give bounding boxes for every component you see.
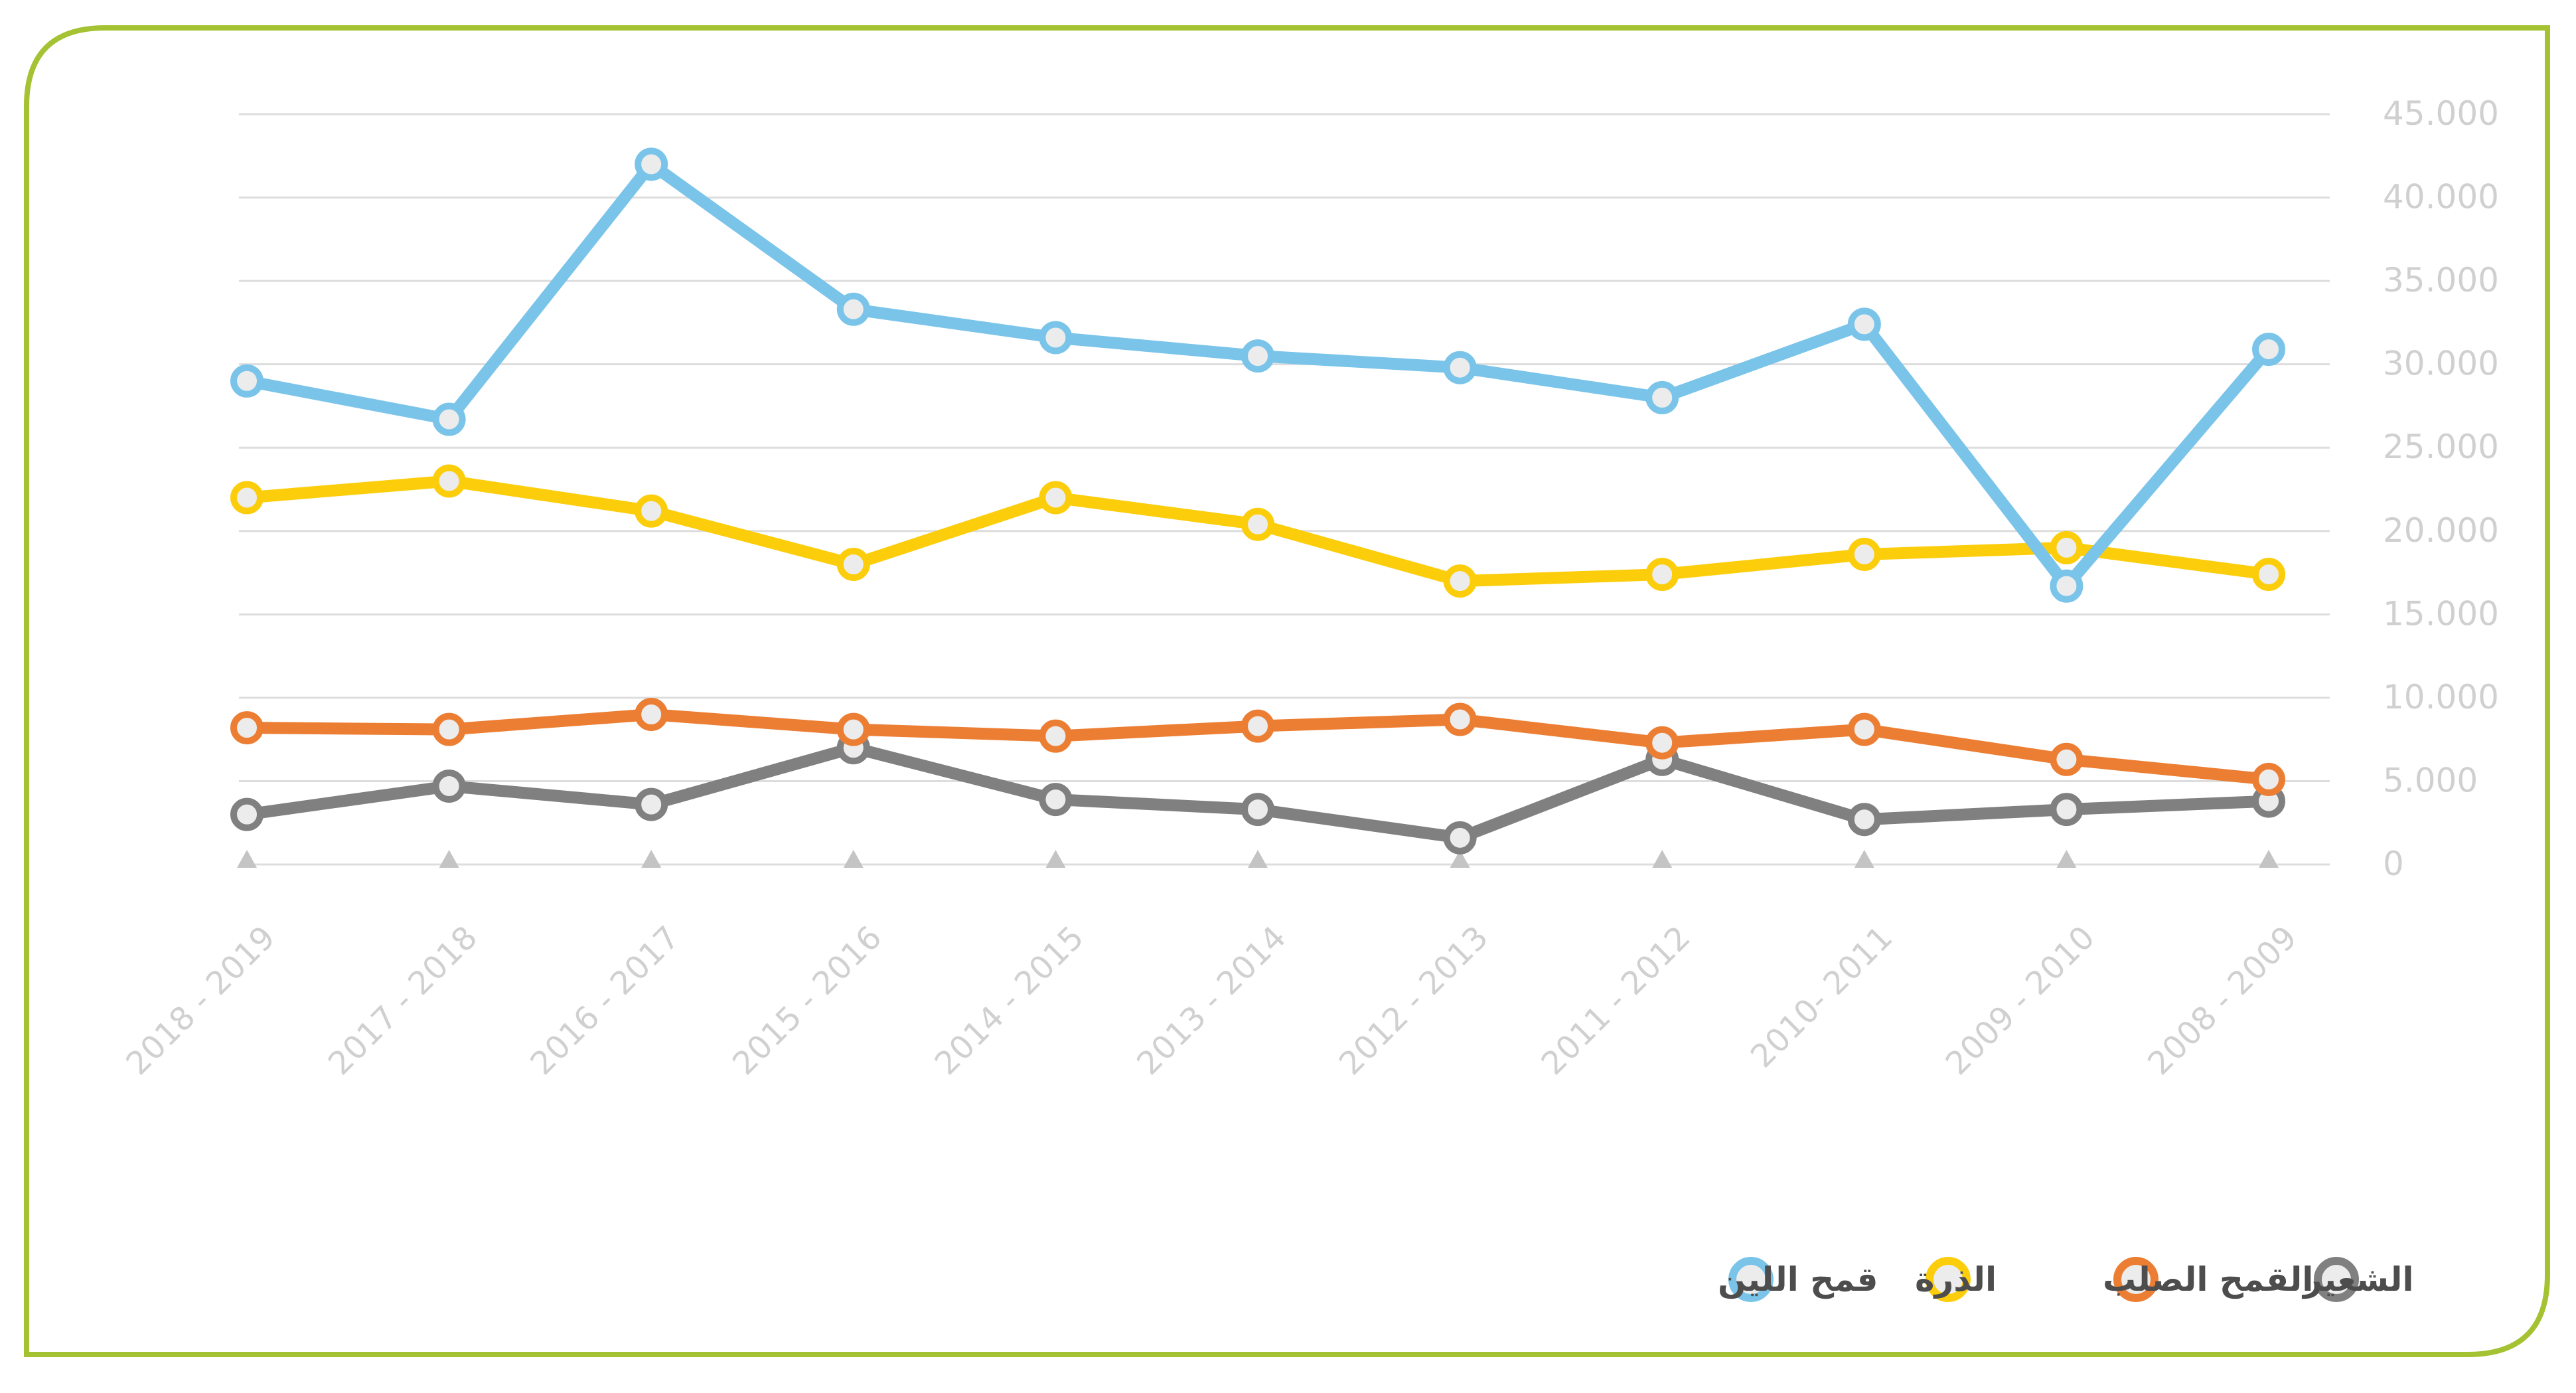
- data-point: [1443, 564, 1477, 598]
- data-point: [1039, 321, 1073, 355]
- x-axis-tick-labels: 2018 - 2019 2017 - 2018 2016 - 2017 2015 - …: [119, 919, 2304, 1082]
- data-point: [2050, 742, 2084, 776]
- legend-label: الشعير: [2301, 1260, 2414, 1299]
- data-point: [1241, 793, 1274, 827]
- series-group: [230, 147, 2285, 603]
- y-axis-tick-labels: 0 5.000 10.000 15.000 20.000 25.000 30.000 35.0…: [2383, 94, 2499, 883]
- data-point: [1645, 558, 1679, 592]
- x-tick-triangle: [1854, 850, 1874, 868]
- data-point: [1039, 481, 1073, 515]
- data-point: [432, 402, 466, 436]
- x-tick-label: 2008 - 2009: [2141, 919, 2304, 1082]
- data-point: [836, 292, 870, 326]
- data-point: [1039, 719, 1073, 753]
- data-point: [635, 698, 668, 731]
- series-group: [230, 698, 2285, 796]
- y-tick-label: 0: [2383, 845, 2404, 883]
- y-tick-label: 45.000: [2383, 94, 2499, 133]
- legend-label: قمح اللين: [1718, 1260, 1878, 1299]
- series-group: [230, 464, 2285, 598]
- data-point: [230, 364, 264, 398]
- x-tick-label: 2013 - 2014: [1130, 919, 1293, 1082]
- y-tick-label: 30.000: [2383, 345, 2499, 383]
- y-tick-label: 10.000: [2383, 678, 2499, 716]
- data-point: [836, 712, 870, 746]
- data-point: [1847, 307, 1881, 341]
- data-point: [635, 147, 668, 181]
- x-tick-triangle: [2259, 850, 2279, 868]
- y-tick-label: 25.000: [2383, 428, 2499, 466]
- chart-frame: [24, 25, 2550, 1357]
- x-tick-triangle: [1248, 850, 1268, 868]
- x-tick-triangle: [1652, 850, 1673, 868]
- data-point: [2252, 333, 2285, 367]
- x-tick-label: 2010- 2011: [1744, 919, 1900, 1075]
- data-point: [2050, 531, 2084, 564]
- legend-item: الشعير: [2301, 1257, 2414, 1302]
- x-axis-triangle-markers: [237, 850, 2279, 868]
- y-tick-label: 35.000: [2383, 261, 2499, 299]
- data-point: [1645, 380, 1679, 414]
- data-point: [432, 464, 466, 498]
- data-point: [1241, 709, 1274, 743]
- data-point: [230, 481, 264, 515]
- series-group: [230, 731, 2285, 855]
- data-point: [1443, 821, 1477, 855]
- y-tick-label: 40.000: [2383, 178, 2499, 216]
- x-tick-label: 2011 - 2012: [1535, 919, 1698, 1082]
- legend-label: الذرة: [1915, 1260, 1997, 1299]
- legend-marker: [1728, 1257, 1774, 1302]
- data-point: [2252, 558, 2285, 592]
- data-point: [1241, 339, 1274, 373]
- data-point: [836, 548, 870, 581]
- legend-item: القمح الصلب: [2103, 1257, 2313, 1302]
- legend-item: الذرة: [1915, 1257, 1997, 1302]
- data-point: [230, 711, 264, 745]
- data-point: [635, 787, 668, 821]
- data-point: [1241, 507, 1274, 541]
- y-tick-label: 20.000: [2383, 511, 2499, 550]
- series-lines: [230, 147, 2285, 855]
- data-point: [1847, 537, 1881, 571]
- x-tick-triangle: [237, 850, 257, 868]
- legend-marker: [1926, 1257, 1971, 1302]
- data-point: [2050, 793, 2084, 827]
- x-tick-label: 2016 - 2017: [524, 919, 687, 1082]
- x-tick-label: 2014 - 2015: [928, 919, 1091, 1082]
- x-tick-triangle: [843, 850, 864, 868]
- data-point: [1039, 783, 1073, 817]
- data-point: [432, 769, 466, 803]
- data-point: [2252, 762, 2285, 796]
- x-tick-label: 2015 - 2016: [725, 919, 889, 1082]
- x-tick-triangle: [1045, 850, 1066, 868]
- legend-marker: [2314, 1257, 2359, 1302]
- x-tick-label: 2009 - 2010: [1939, 919, 2102, 1082]
- x-tick-label: 2017 - 2018: [321, 919, 485, 1082]
- data-point: [230, 797, 264, 831]
- data-point: [1847, 803, 1881, 837]
- x-tick-triangle: [2056, 850, 2077, 868]
- data-point: [635, 494, 668, 528]
- x-tick-triangle: [641, 850, 662, 868]
- x-tick-label: 2018 - 2019: [119, 919, 282, 1082]
- y-tick-label: 5.000: [2383, 761, 2478, 799]
- x-tick-triangle: [1450, 850, 1470, 868]
- legend-item: قمح اللين: [1718, 1257, 1878, 1302]
- data-point: [2050, 569, 2084, 603]
- y-tick-label: 15.000: [2383, 594, 2499, 633]
- data-point: [432, 712, 466, 746]
- legend-marker: [2113, 1257, 2159, 1302]
- x-tick-triangle: [439, 850, 459, 868]
- data-point: [1443, 351, 1477, 384]
- data-point: [1847, 712, 1881, 746]
- x-tick-label: 2012 - 2013: [1332, 919, 1495, 1082]
- legend-label: القمح الصلب: [2103, 1260, 2313, 1299]
- data-point: [1443, 702, 1477, 736]
- data-point: [1645, 726, 1679, 760]
